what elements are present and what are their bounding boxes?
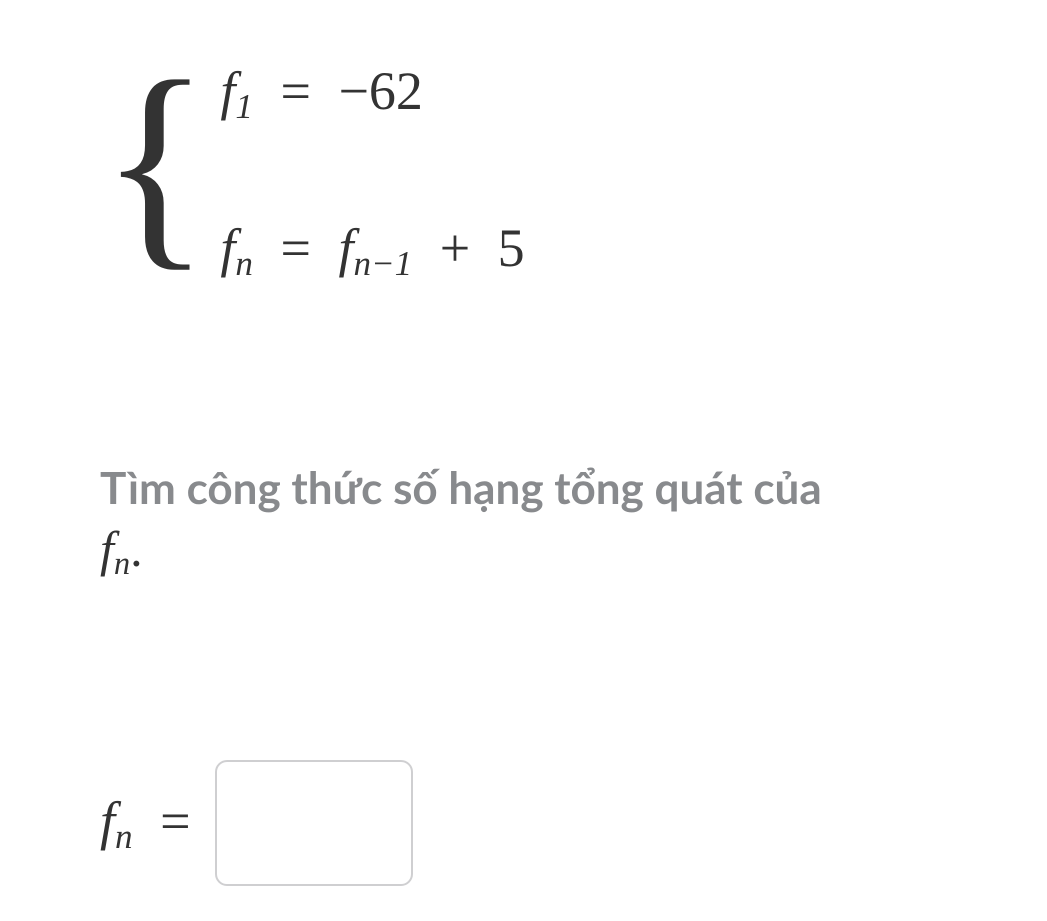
recursive-case-equation: fn = fn−1 + 5 bbox=[220, 217, 524, 284]
sub-1: 1 bbox=[235, 87, 253, 126]
equals: = bbox=[146, 791, 190, 851]
equals: = bbox=[266, 61, 324, 121]
const-5: 5 bbox=[498, 218, 525, 278]
prompt-math-inline: fn. bbox=[100, 521, 143, 577]
value-62: 62 bbox=[369, 61, 423, 121]
sub-n: n bbox=[114, 546, 130, 582]
answer-row: fn = bbox=[100, 760, 413, 886]
plus-op: + bbox=[426, 218, 484, 278]
equals: = bbox=[266, 218, 324, 278]
left-brace: { bbox=[100, 58, 210, 265]
neg-sign: − bbox=[338, 61, 368, 121]
equation-stack: f1 = −62 fn = fn−1 + 5 bbox=[220, 60, 524, 284]
var-f: f bbox=[100, 791, 115, 851]
base-case-equation: f1 = −62 bbox=[220, 60, 524, 127]
prompt-text: Tìm công thức số hạng tổng quát của fn. bbox=[100, 460, 970, 586]
answer-input[interactable] bbox=[215, 760, 413, 886]
answer-lhs: fn = bbox=[100, 790, 191, 857]
period: . bbox=[130, 521, 143, 577]
page-root: { f1 = −62 fn = fn−1 + 5 Tìm công thức s… bbox=[0, 0, 1047, 921]
recursive-definition: { f1 = −62 fn = fn−1 + 5 bbox=[100, 60, 525, 284]
sub-n-minus-1: n−1 bbox=[353, 244, 412, 283]
var-f: f bbox=[220, 61, 235, 121]
prompt-line: Tìm công thức số hạng tổng quát của bbox=[100, 462, 822, 514]
var-f: f bbox=[338, 218, 353, 278]
sub-n: n bbox=[115, 816, 133, 855]
var-f: f bbox=[100, 521, 114, 577]
var-f: f bbox=[220, 218, 235, 278]
sub-n: n bbox=[235, 244, 253, 283]
